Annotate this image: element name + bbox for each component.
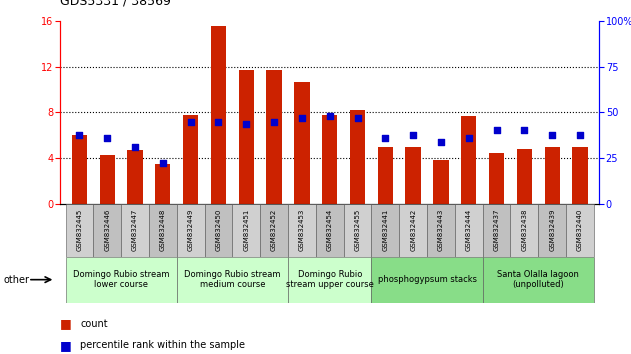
- Bar: [66, 204, 93, 257]
- Bar: [455, 204, 483, 257]
- Bar: [433, 160, 449, 204]
- Bar: [121, 204, 149, 257]
- Point: [408, 132, 418, 138]
- Point: [575, 132, 585, 138]
- Text: Santa Olalla lagoon
(unpolluted): Santa Olalla lagoon (unpolluted): [497, 270, 579, 289]
- Text: GSM832450: GSM832450: [215, 209, 221, 251]
- Text: Domingo Rubio
stream upper course: Domingo Rubio stream upper course: [286, 270, 374, 289]
- Bar: [260, 204, 288, 257]
- Bar: [100, 155, 115, 204]
- Text: GSM832454: GSM832454: [327, 209, 333, 251]
- Bar: [378, 147, 393, 204]
- Point: [269, 119, 279, 124]
- Text: GSM832449: GSM832449: [187, 209, 194, 251]
- Bar: [461, 116, 476, 204]
- Bar: [545, 147, 560, 204]
- Bar: [483, 257, 594, 303]
- Text: GSM832440: GSM832440: [577, 209, 583, 251]
- Text: GDS5331 / 38569: GDS5331 / 38569: [60, 0, 171, 7]
- Bar: [149, 204, 177, 257]
- Point: [186, 119, 196, 124]
- Text: GSM832453: GSM832453: [299, 209, 305, 251]
- Text: GSM832438: GSM832438: [521, 209, 528, 251]
- Text: phosphogypsum stacks: phosphogypsum stacks: [377, 275, 476, 284]
- Point: [436, 139, 446, 144]
- Bar: [183, 115, 198, 204]
- Bar: [288, 257, 372, 303]
- Text: ■: ■: [60, 318, 72, 330]
- Bar: [204, 204, 232, 257]
- Point: [74, 132, 85, 138]
- Bar: [294, 82, 310, 204]
- Bar: [177, 204, 204, 257]
- Bar: [66, 257, 177, 303]
- Text: GSM832448: GSM832448: [160, 209, 166, 251]
- Bar: [483, 204, 510, 257]
- Text: GSM832439: GSM832439: [549, 209, 555, 251]
- Bar: [93, 204, 121, 257]
- Bar: [266, 70, 281, 204]
- Point: [158, 160, 168, 165]
- Text: Domingo Rubio stream
lower course: Domingo Rubio stream lower course: [73, 270, 169, 289]
- Text: percentile rank within the sample: percentile rank within the sample: [80, 340, 245, 350]
- Point: [297, 115, 307, 121]
- Bar: [510, 204, 538, 257]
- Text: GSM832437: GSM832437: [493, 209, 500, 251]
- Point: [213, 119, 223, 124]
- Bar: [372, 257, 483, 303]
- Text: GSM832455: GSM832455: [355, 209, 360, 251]
- Text: GSM832441: GSM832441: [382, 209, 388, 251]
- Text: GSM832452: GSM832452: [271, 209, 277, 251]
- Text: GSM832451: GSM832451: [244, 209, 249, 251]
- Bar: [177, 257, 288, 303]
- Bar: [232, 204, 260, 257]
- Bar: [489, 153, 504, 204]
- Bar: [572, 147, 587, 204]
- Bar: [155, 164, 170, 204]
- Point: [380, 135, 391, 141]
- Text: ■: ■: [60, 339, 72, 352]
- Point: [464, 135, 474, 141]
- Bar: [322, 115, 338, 204]
- Text: GSM832447: GSM832447: [132, 209, 138, 251]
- Bar: [538, 204, 566, 257]
- Point: [519, 127, 529, 132]
- Text: GSM832445: GSM832445: [76, 209, 83, 251]
- Point: [324, 113, 334, 119]
- Bar: [316, 204, 344, 257]
- Point: [353, 115, 363, 121]
- Bar: [406, 147, 421, 204]
- Bar: [566, 204, 594, 257]
- Bar: [211, 26, 226, 204]
- Text: Domingo Rubio stream
medium course: Domingo Rubio stream medium course: [184, 270, 281, 289]
- Bar: [127, 150, 143, 204]
- Point: [241, 121, 251, 126]
- Bar: [517, 149, 532, 204]
- Bar: [72, 135, 87, 204]
- Bar: [344, 204, 372, 257]
- Text: other: other: [3, 275, 29, 285]
- Bar: [350, 110, 365, 204]
- Bar: [239, 70, 254, 204]
- Text: GSM832446: GSM832446: [104, 209, 110, 251]
- Bar: [372, 204, 399, 257]
- Bar: [427, 204, 455, 257]
- Text: GSM832442: GSM832442: [410, 209, 416, 251]
- Text: GSM832443: GSM832443: [438, 209, 444, 251]
- Point: [492, 127, 502, 132]
- Text: count: count: [80, 319, 108, 329]
- Point: [102, 135, 112, 141]
- Point: [130, 144, 140, 150]
- Bar: [399, 204, 427, 257]
- Bar: [288, 204, 316, 257]
- Text: GSM832444: GSM832444: [466, 209, 472, 251]
- Point: [547, 132, 557, 138]
